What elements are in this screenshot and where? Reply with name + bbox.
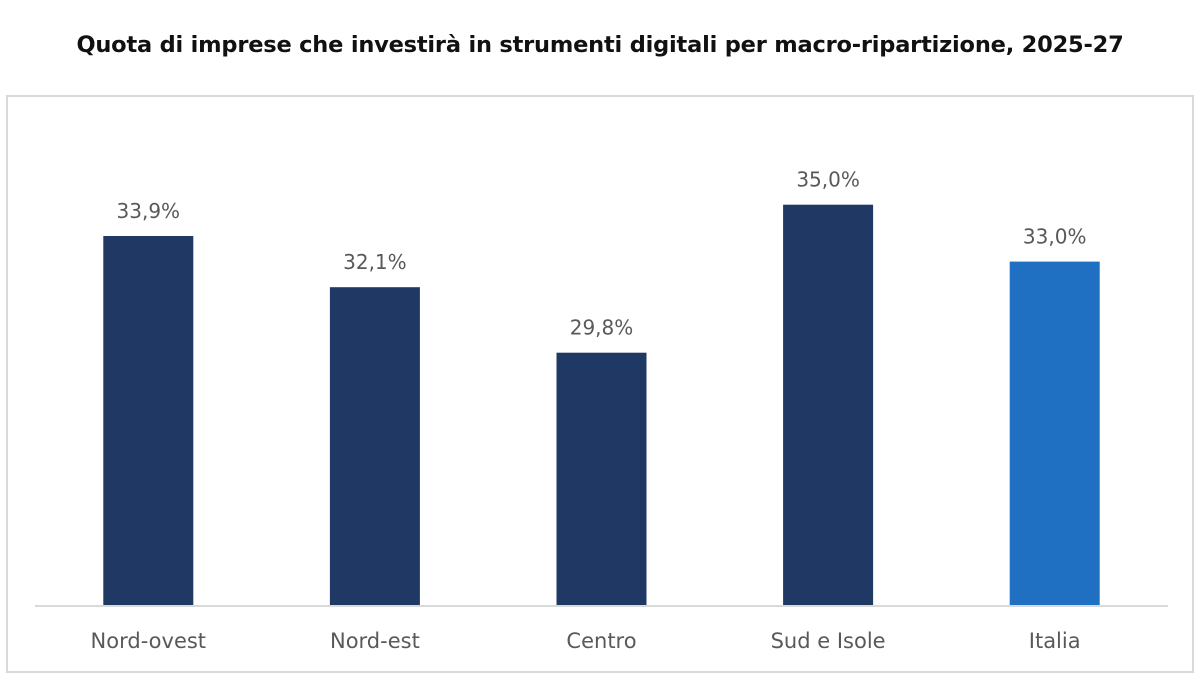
- bar-sud-e-isole: [783, 204, 874, 606]
- bar-nord-ovest: [103, 236, 194, 606]
- bar-italia: [1009, 261, 1100, 606]
- data-label: 33,0%: [1023, 225, 1087, 249]
- data-label: 29,8%: [570, 316, 634, 340]
- category-label: Nord-est: [330, 629, 420, 653]
- category-label: Nord-ovest: [91, 629, 207, 653]
- data-label: 32,1%: [343, 250, 407, 274]
- category-label: Italia: [1029, 629, 1081, 653]
- data-label: 33,9%: [117, 199, 181, 223]
- chart-panel: 33,9% Nord-ovest 32,1% Nord-est 29,8% Centro 3…: [6, 95, 1194, 673]
- data-label: 35,0%: [796, 168, 860, 192]
- chart-title: Quota di imprese che investirà in strume…: [76, 32, 1124, 58]
- bar-nord-est: [329, 287, 420, 606]
- category-label: Sud e Isole: [771, 629, 886, 653]
- category-label: Centro: [566, 629, 636, 653]
- bar-chart: 33,9% Nord-ovest 32,1% Nord-est 29,8% Centro 3…: [35, 168, 1168, 653]
- bar-centro: [556, 352, 647, 606]
